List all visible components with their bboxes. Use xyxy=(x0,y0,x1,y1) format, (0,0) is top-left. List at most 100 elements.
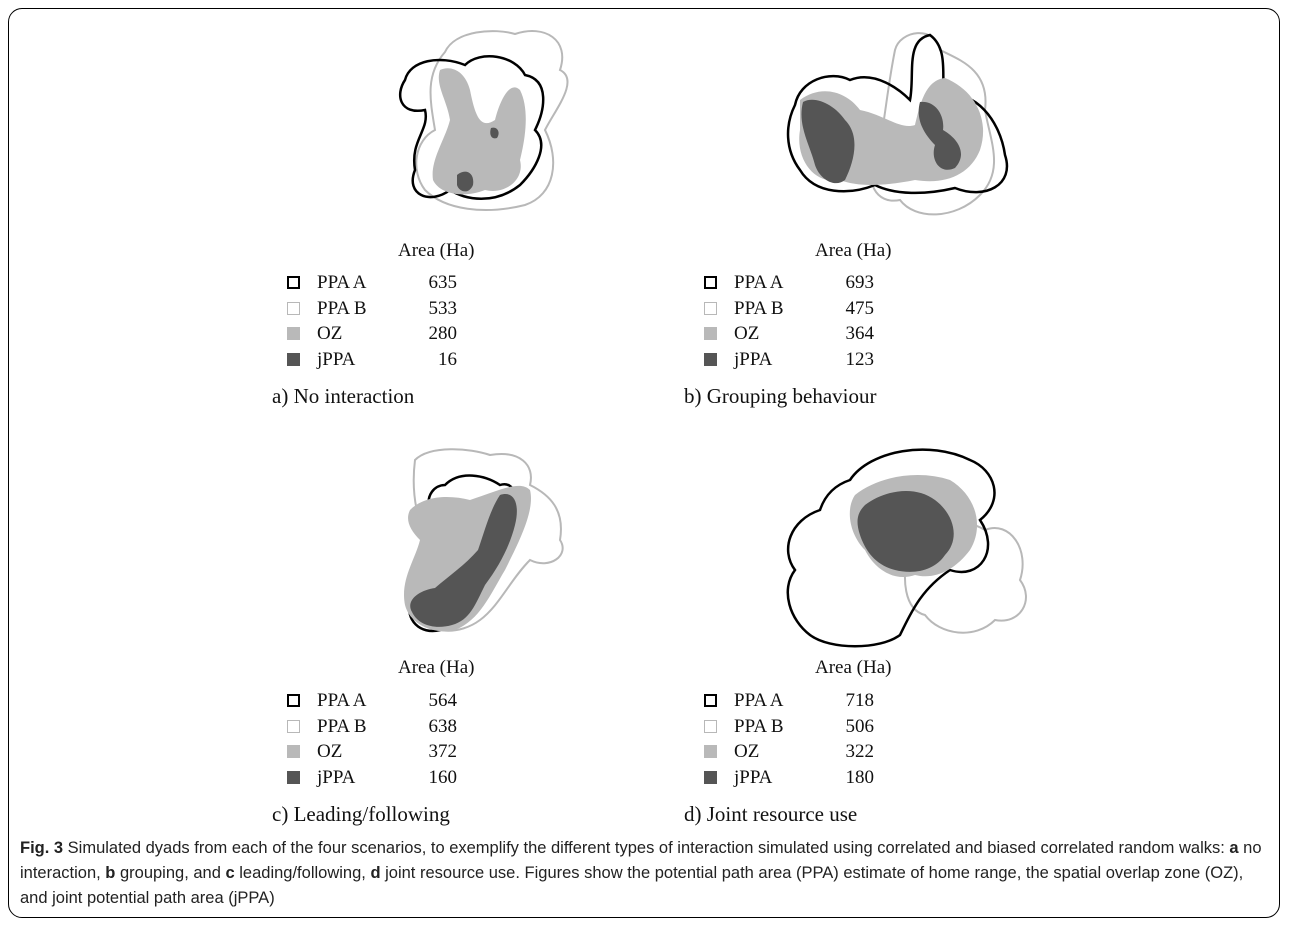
legend-label: PPA A xyxy=(734,690,784,711)
map-panel-c xyxy=(403,448,564,633)
legend-row-oz: OZ 280 xyxy=(287,323,467,349)
legend-value: 718 xyxy=(845,690,875,711)
legend-row-ppa-b: PPA B 533 xyxy=(287,298,467,324)
legend-row-ppa-a: PPA A 693 xyxy=(704,272,884,298)
caption-text: Leading/following xyxy=(293,802,450,826)
figure-label: Fig. 3 xyxy=(20,839,64,857)
oz-swatch xyxy=(287,745,300,758)
legend-label: OZ xyxy=(734,323,760,344)
legend-value: 160 xyxy=(428,766,458,788)
oz-swatch xyxy=(704,327,717,340)
ppa-a-swatch xyxy=(704,694,717,707)
legend-d: PPA A 718 PPA B 506 OZ 322 jPPA 180 xyxy=(704,690,884,792)
legend-label: jPPA xyxy=(317,766,356,788)
jppa-swatch xyxy=(704,770,717,784)
caption-letter: c) xyxy=(272,802,289,826)
legend-label: jPPA xyxy=(734,766,773,788)
legend-c: PPA A 564 PPA B 638 OZ 372 jPPA 160 xyxy=(287,690,467,792)
jppa-swatch xyxy=(704,352,717,366)
legend-label: OZ xyxy=(317,741,343,762)
ppa-a-swatch xyxy=(704,276,717,289)
caption-body: grouping, and xyxy=(115,864,226,882)
legend-row-ppa-b: PPA B 506 xyxy=(704,716,884,742)
caption-letter: d) xyxy=(684,802,702,826)
legend-a: PPA A 635 PPA B 533 OZ 280 jPPA 16 xyxy=(287,272,467,374)
legend-value: 638 xyxy=(428,715,458,737)
legend-row-ppa-a: PPA A 635 xyxy=(287,272,467,298)
area-title-a: Area (Ha) xyxy=(398,240,475,261)
map-panel-d xyxy=(786,448,1027,648)
ppa-a-swatch xyxy=(287,276,300,289)
caption-letter: a) xyxy=(272,384,289,408)
legend-row-oz: OZ 322 xyxy=(704,741,884,767)
area-title-d: Area (Ha) xyxy=(815,657,892,678)
legend-value: 635 xyxy=(428,272,458,293)
legend-b: PPA A 693 PPA B 475 OZ 364 jPPA 123 xyxy=(704,272,884,374)
caption-body: joint resource use. Figures show the pot… xyxy=(20,864,1244,907)
caption-ref-d: d xyxy=(370,864,381,882)
legend-label: PPA B xyxy=(317,297,367,319)
ppa-a-outline xyxy=(786,33,1009,195)
caption-text: Joint resource use xyxy=(706,802,858,826)
caption-text: No interaction xyxy=(293,384,415,408)
legend-value: 693 xyxy=(845,272,875,293)
legend-label: OZ xyxy=(734,741,760,762)
legend-row-jppa: jPPA 16 xyxy=(287,349,467,375)
legend-value: 564 xyxy=(428,690,458,711)
legend-value: 364 xyxy=(845,323,875,344)
legend-row-ppa-a: PPA A 718 xyxy=(704,690,884,716)
legend-row-ppa-b: PPA B 638 xyxy=(287,716,467,742)
ppa-b-swatch xyxy=(704,301,717,315)
legend-row-ppa-a: PPA A 564 xyxy=(287,690,467,716)
ppa-b-outline xyxy=(415,30,569,211)
legend-label: OZ xyxy=(317,323,343,344)
legend-row-jppa: jPPA 160 xyxy=(287,767,467,793)
jppa-region xyxy=(857,490,954,572)
caption-body: leading/following, xyxy=(234,864,371,882)
jppa-region xyxy=(801,99,962,184)
caption-text: Grouping behaviour xyxy=(706,384,877,408)
legend-label: PPA A xyxy=(317,272,367,293)
oz-swatch xyxy=(704,745,717,758)
legend-row-ppa-b: PPA B 475 xyxy=(704,298,884,324)
caption-body: no interaction, xyxy=(20,839,1262,882)
oz-region xyxy=(432,68,526,195)
area-title-c: Area (Ha) xyxy=(398,657,475,678)
figure-caption: Fig. 3 Simulated dyads from each of the … xyxy=(20,836,1270,911)
map-panel-b xyxy=(786,32,1009,216)
legend-value: 280 xyxy=(428,323,458,344)
panel-caption-a: a) No interaction xyxy=(272,384,414,409)
legend-value: 506 xyxy=(845,715,875,737)
panel-caption-c: c) Leading/following xyxy=(272,802,450,827)
ppa-a-outline xyxy=(398,55,545,200)
legend-label: PPA A xyxy=(734,272,784,293)
caption-ref-a: a xyxy=(1229,839,1239,857)
caption-ref-b: b xyxy=(105,864,116,882)
legend-value: 123 xyxy=(845,348,875,370)
jppa-region xyxy=(457,127,499,192)
legend-value: 533 xyxy=(428,297,458,319)
ppa-a-swatch xyxy=(287,694,300,707)
legend-label: jPPA xyxy=(734,348,773,370)
legend-label: PPA A xyxy=(317,690,367,711)
legend-row-jppa: jPPA 123 xyxy=(704,349,884,375)
map-panel-a xyxy=(398,30,569,211)
panel-caption-d: d) Joint resource use xyxy=(684,802,857,827)
legend-row-oz: OZ 364 xyxy=(704,323,884,349)
caption-letter: b) xyxy=(684,384,702,408)
jppa-swatch xyxy=(287,770,300,784)
legend-value: 475 xyxy=(845,297,875,319)
ppa-b-swatch xyxy=(287,301,300,315)
legend-row-jppa: jPPA 180 xyxy=(704,767,884,793)
legend-value: 16 xyxy=(438,348,457,370)
legend-label: PPA B xyxy=(317,715,367,737)
legend-label: PPA B xyxy=(734,297,784,319)
caption-ref-c: c xyxy=(225,864,235,882)
ppa-b-swatch xyxy=(704,719,717,733)
legend-value: 372 xyxy=(428,741,458,762)
ppa-a-outline xyxy=(786,448,996,648)
legend-value: 180 xyxy=(845,766,875,788)
jppa-region xyxy=(410,494,517,627)
ppa-b-swatch xyxy=(287,719,300,733)
figure-frame xyxy=(8,8,1280,918)
